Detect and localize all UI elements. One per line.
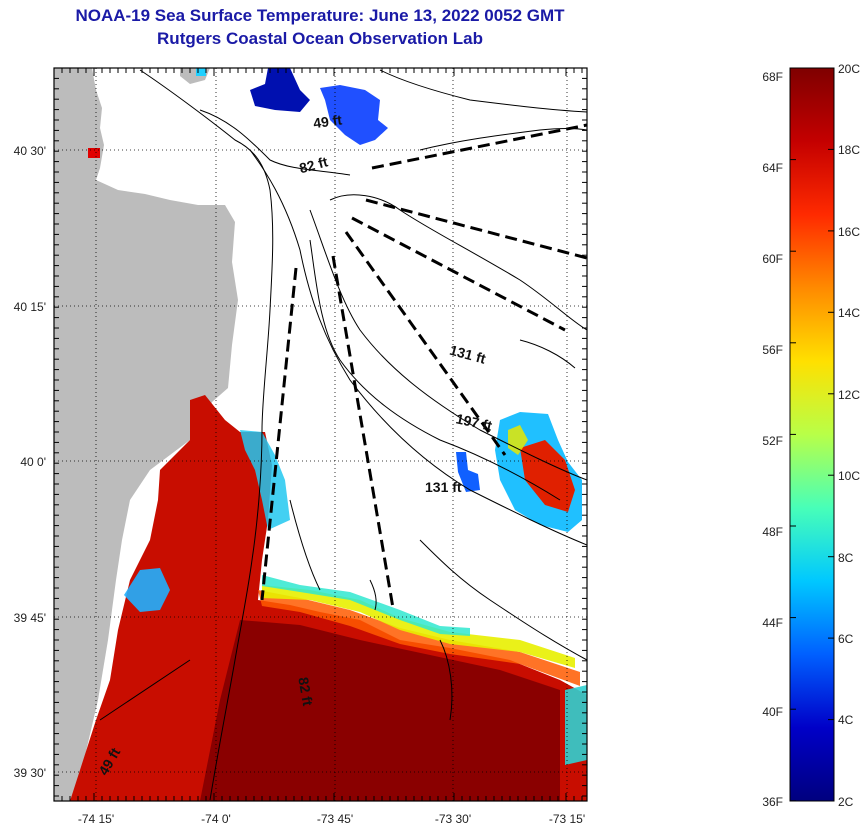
lat-lon-grid xyxy=(54,68,587,801)
colorbar-f-label: 60F xyxy=(762,252,783,266)
sst-orange-band xyxy=(258,590,580,686)
sst-north-blue-dark xyxy=(250,68,310,112)
sst-yellow-band xyxy=(262,585,575,668)
lon-label: -74 0' xyxy=(201,812,231,826)
colorbar-f-label: 56F xyxy=(762,343,783,357)
colorbar-c-label: 6C xyxy=(838,632,854,646)
colorbar-f-label: 48F xyxy=(762,525,783,539)
sst-offshore-warm xyxy=(520,440,575,512)
map-frame xyxy=(53,67,588,802)
land-nj-north xyxy=(54,68,238,801)
lon-label: -73 30' xyxy=(435,812,471,826)
lon-label: -73 45' xyxy=(317,812,353,826)
sst-coastal-cyan xyxy=(240,430,290,530)
colorbar-ticks xyxy=(790,67,834,802)
colorbar-f-label: 64F xyxy=(762,161,783,175)
depth-label: 49 ft xyxy=(312,111,343,131)
colorbar-f-label: 36F xyxy=(762,795,783,809)
lat-label: 40 15' xyxy=(14,300,46,314)
colorbar-c-label: 4C xyxy=(838,713,854,727)
colorbar-c-label: 8C xyxy=(838,551,854,565)
colorbar-c-label: 20C xyxy=(838,62,860,76)
map-tick-marks xyxy=(53,67,587,801)
colorbar-c-label: 18C xyxy=(838,143,860,157)
lat-label: 40 0' xyxy=(20,455,46,469)
colorbar-f-label: 52F xyxy=(762,434,783,448)
sst-small-patch xyxy=(456,452,480,492)
colorbar-c-label: 14C xyxy=(838,306,860,320)
colorbar-c-label: 12C xyxy=(838,388,860,402)
colorbar-c-label: 10C xyxy=(838,469,860,483)
sst-right-edge-patch xyxy=(565,685,587,765)
sst-cove-patch xyxy=(124,568,170,612)
sst-north-blue xyxy=(320,85,388,145)
colorbar-c-label: 2C xyxy=(838,795,854,809)
colorbar-f-label: 68F xyxy=(762,70,783,84)
lon-label: -74 15' xyxy=(78,812,114,826)
map-subtitle: Rutgers Coastal Ocean Observation Lab xyxy=(157,29,483,48)
lon-label: -73 15' xyxy=(549,812,585,826)
colorbar xyxy=(789,67,835,802)
sst-north-red-dot xyxy=(88,148,100,158)
sst-dark-core xyxy=(200,620,560,801)
map-title: NOAA-19 Sea Surface Temperature: June 13… xyxy=(75,6,565,25)
depth-label: 82 ft xyxy=(295,676,316,707)
depth-label: 197 ft xyxy=(454,410,493,433)
colorbar-f-label: 44F xyxy=(762,616,783,630)
colorbar-f-label: 40F xyxy=(762,705,783,719)
bathymetry-contours xyxy=(99,69,587,801)
depth-label: 131 ft xyxy=(425,479,462,495)
lat-label: 40 30' xyxy=(14,144,46,158)
sst-offshore-yellow xyxy=(508,425,528,455)
shipping-lanes xyxy=(260,123,587,609)
depth-label: 82 ft xyxy=(297,153,329,176)
lat-label: 39 45' xyxy=(14,611,46,625)
sst-cyan-band xyxy=(262,575,470,636)
lat-label: 39 30' xyxy=(14,766,46,780)
colorbar-c-label: 16C xyxy=(838,225,860,239)
